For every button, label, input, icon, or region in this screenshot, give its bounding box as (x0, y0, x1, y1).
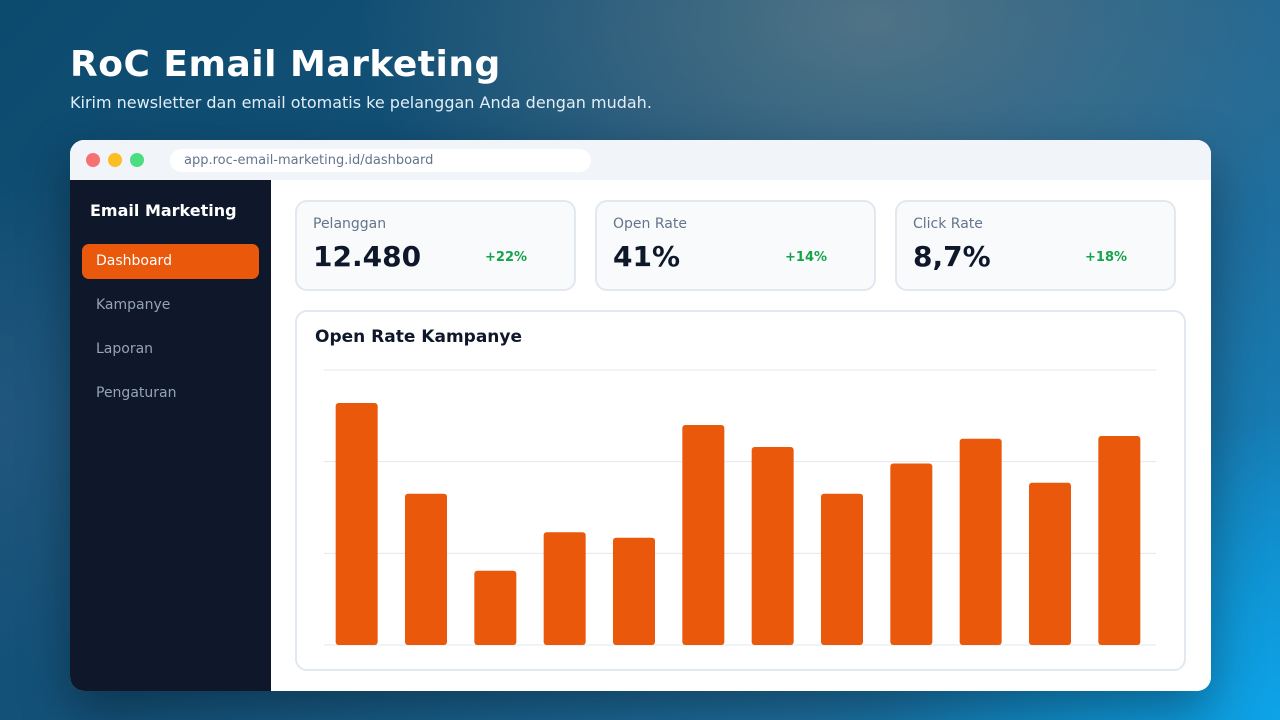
chart-bar[interactable] (543, 532, 586, 645)
sidebar-title: Email Marketing (90, 201, 237, 220)
chart-bar[interactable] (405, 493, 447, 645)
sidebar-item-dashboard[interactable]: Dashboard (82, 244, 259, 279)
chart-bar[interactable] (613, 537, 655, 645)
maximize-window-dot[interactable] (130, 153, 144, 167)
chart-bar[interactable] (890, 463, 933, 646)
address-bar[interactable]: app.roc-email-marketing.id/dashboard (170, 149, 591, 172)
chart-bar[interactable] (959, 438, 1002, 645)
stat-card-open-rate: Open Rate 41% +14% (595, 200, 876, 291)
chart-bar[interactable] (1029, 482, 1071, 645)
bar-chart (324, 369, 1156, 646)
stat-delta: +14% (785, 250, 828, 265)
chart-bar[interactable] (751, 447, 794, 645)
chart-bar[interactable] (682, 425, 725, 645)
browser-titlebar: app.roc-email-marketing.id/dashboard (70, 140, 1211, 180)
sidebar: Email Marketing Dashboard Kampanye Lapor… (70, 180, 271, 691)
sidebar-item-kampanye[interactable]: Kampanye (96, 297, 171, 313)
hero-title: RoC Email Marketing (70, 44, 501, 85)
stat-delta: +22% (485, 250, 528, 265)
stat-value: 41% (613, 240, 681, 273)
browser-window: app.roc-email-marketing.id/dashboard Ema… (70, 140, 1211, 691)
hero-subtitle: Kirim newsletter dan email otomatis ke p… (70, 93, 652, 112)
chart-title: Open Rate Kampanye (315, 327, 523, 347)
chart-bar[interactable] (474, 570, 517, 645)
stat-delta: +18% (1085, 250, 1128, 265)
stat-label: Pelanggan (313, 216, 387, 232)
stat-value: 12.480 (313, 240, 422, 273)
stat-card-click-rate: Click Rate 8,7% +18% (895, 200, 1176, 291)
main-content: Pelanggan 12.480 +22% Open Rate 41% +14%… (271, 180, 1211, 691)
chart-bar[interactable] (821, 493, 863, 645)
chart-card: Open Rate Kampanye (295, 310, 1186, 671)
stat-value: 8,7% (913, 240, 991, 273)
chart-bar[interactable] (335, 403, 378, 645)
stat-label: Open Rate (613, 216, 687, 232)
stat-card-pelanggan: Pelanggan 12.480 +22% (295, 200, 576, 291)
sidebar-item-pengaturan[interactable]: Pengaturan (96, 385, 177, 401)
close-window-dot[interactable] (86, 153, 100, 167)
chart-bar[interactable] (1098, 436, 1141, 645)
sidebar-item-laporan[interactable]: Laporan (96, 341, 154, 357)
minimize-window-dot[interactable] (108, 153, 122, 167)
stat-label: Click Rate (913, 216, 983, 232)
